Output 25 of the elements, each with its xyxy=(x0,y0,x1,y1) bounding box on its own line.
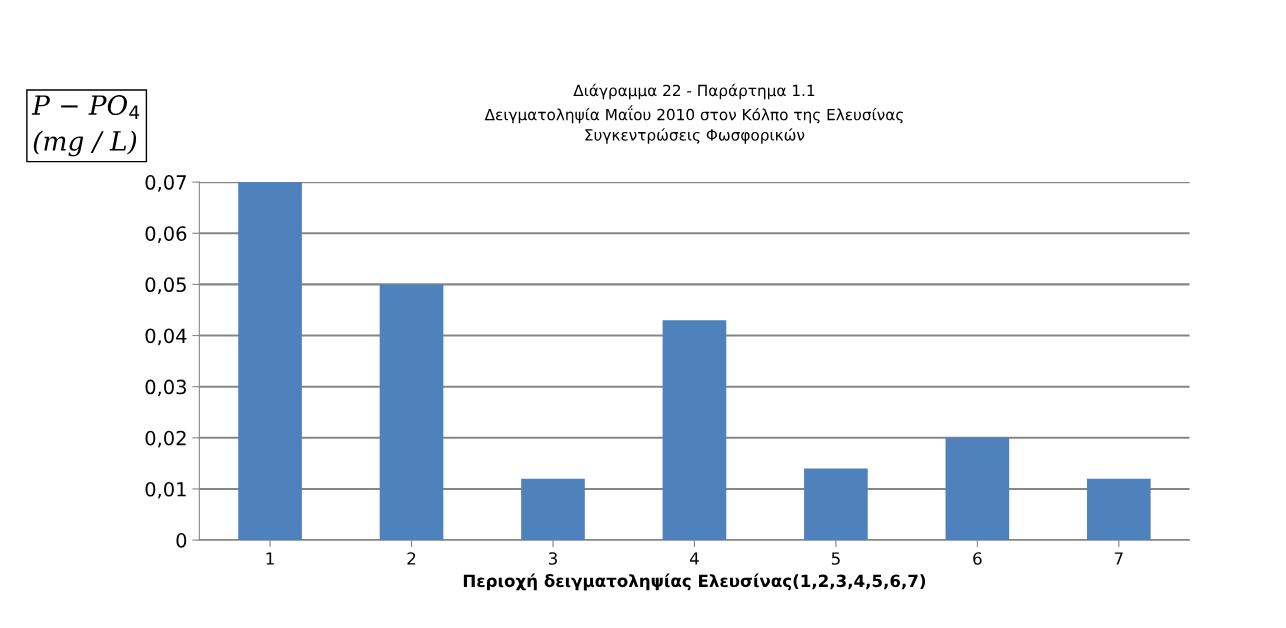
y-tick-label: 0,01 xyxy=(145,481,186,499)
y-axis-title: P − PO$_{4}$ (mg / L) xyxy=(31,95,140,157)
bar xyxy=(945,437,1010,541)
bar xyxy=(804,468,868,541)
y-tick-label: 0,06 xyxy=(145,226,187,243)
y-tick-label: 0,07 xyxy=(145,175,186,192)
x-tick-label: 7 xyxy=(1114,552,1123,565)
y-tick-label: 0 xyxy=(176,533,187,548)
x-tick-label: 5 xyxy=(831,552,840,565)
bar xyxy=(662,320,727,541)
bar xyxy=(521,478,585,541)
bar xyxy=(238,182,302,541)
bar xyxy=(379,284,444,541)
y-tick-label: 0,03 xyxy=(145,379,186,397)
x-tick-label: 4 xyxy=(689,552,699,565)
y-tick-label: 0,04 xyxy=(145,328,187,346)
x-axis-title: Περιοχή δειγματοληψίας Ελευσίνας(1,2,3,4,5,6,7) xyxy=(463,573,926,591)
x-tick-label: 3 xyxy=(548,552,557,565)
bar xyxy=(1086,478,1151,541)
y-tick-label: 0,02 xyxy=(145,430,186,448)
chart-title: Διάγραμμα 22 - Παράρτημα 1.1 Δειγματοληψία Μαΐου 2010 στον Κόλπο της Ελευσίνας Συγκεντρώσεις Φωσφορικών xyxy=(484,83,903,144)
y-tick-label: 0,05 xyxy=(145,277,186,295)
x-tick-label: 6 xyxy=(973,552,982,565)
x-tick-label: 2 xyxy=(407,552,416,565)
x-tick-label: 1 xyxy=(266,552,274,565)
